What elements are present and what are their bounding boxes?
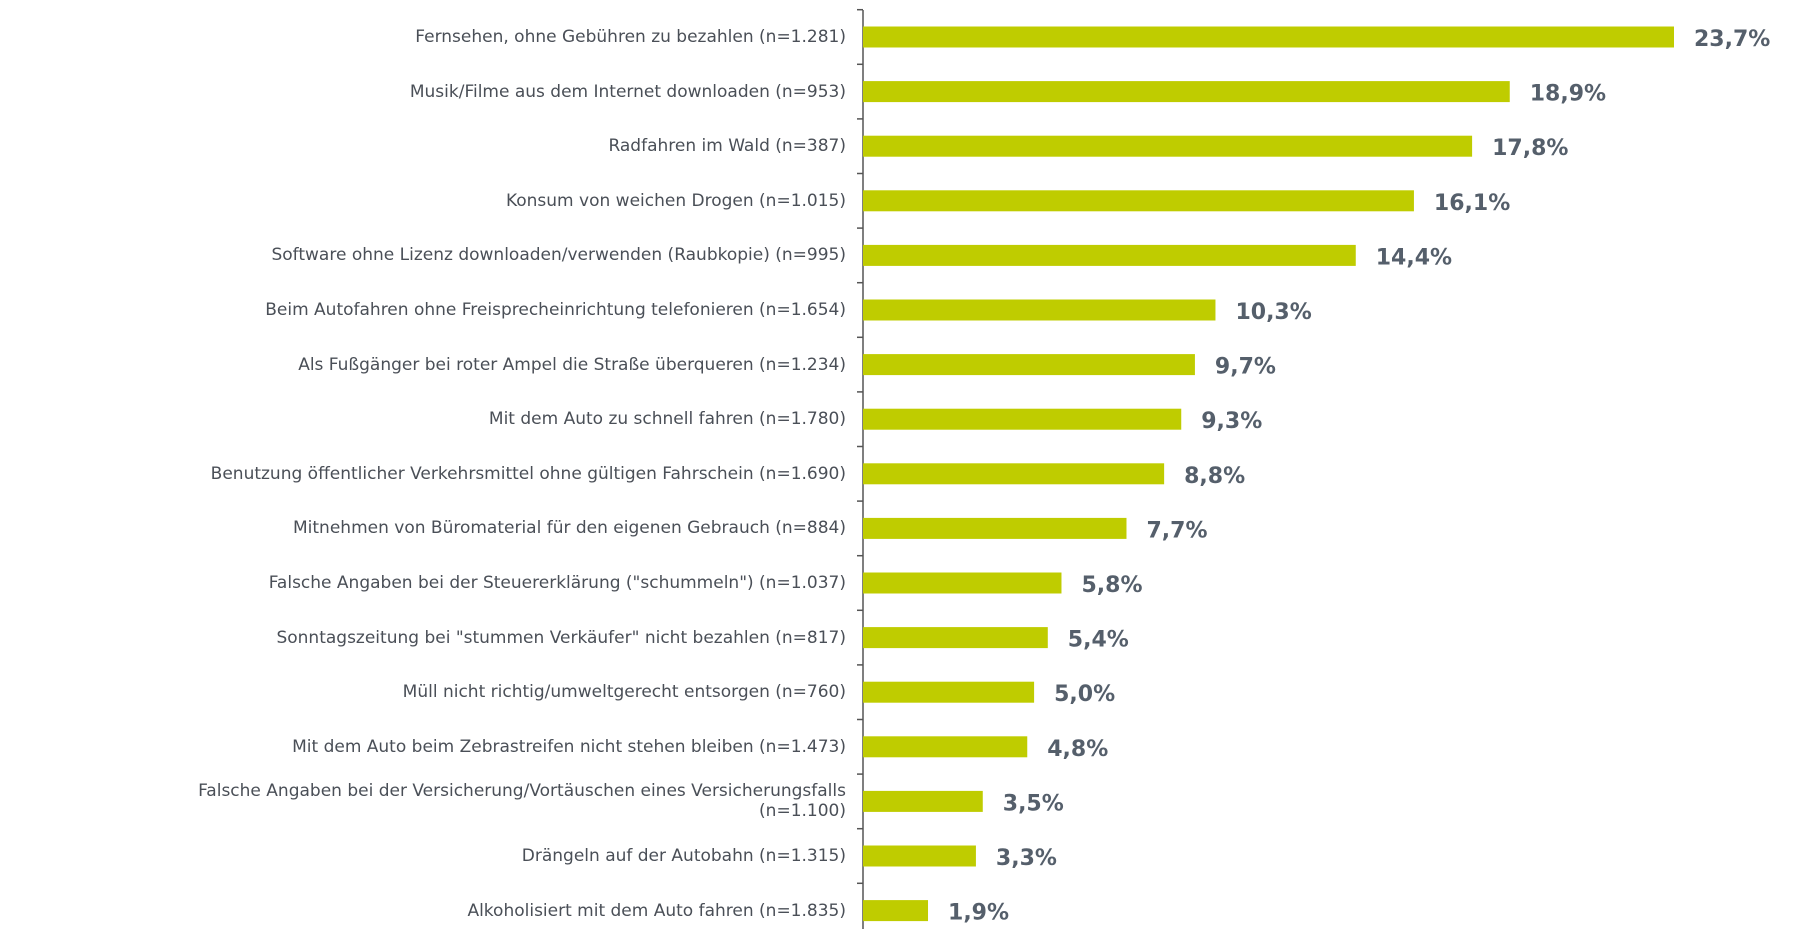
category-label: Radfahren im Wald (n=387) bbox=[0, 136, 846, 156]
bar bbox=[863, 190, 1414, 211]
bar bbox=[863, 900, 928, 921]
value-label: 7,7% bbox=[1146, 518, 1207, 543]
category-label: Als Fußgänger bei roter Ampel die Straße… bbox=[0, 355, 846, 375]
category-label: Müll nicht richtig/umweltgerecht entsorg… bbox=[0, 682, 846, 702]
bar bbox=[863, 518, 1126, 539]
bar bbox=[863, 27, 1674, 48]
category-label: Fernsehen, ohne Gebühren zu bezahlen (n=… bbox=[0, 27, 846, 47]
value-label: 14,4% bbox=[1376, 245, 1452, 270]
value-label: 10,3% bbox=[1235, 300, 1311, 325]
category-label: Software ohne Lizenz downloaden/verwende… bbox=[0, 245, 846, 265]
value-label: 17,8% bbox=[1492, 136, 1568, 161]
value-label: 1,9% bbox=[948, 901, 1009, 926]
value-label: 9,7% bbox=[1215, 355, 1276, 380]
bar bbox=[863, 627, 1048, 648]
category-label: Falsche Angaben bei der Steuererklärung … bbox=[0, 573, 846, 593]
category-label: Mit dem Auto beim Zebrastreifen nicht st… bbox=[0, 737, 846, 757]
page: 23,7% 18,9% 17,8% 16,1% 14,4% 10,3% 9,7% 9,3% 8,… bbox=[0, 0, 1800, 929]
bar bbox=[863, 81, 1510, 102]
category-label: Sonntagszeitung bei "stummen Verkäufer" … bbox=[0, 628, 846, 648]
value-label: 5,0% bbox=[1054, 682, 1115, 707]
bar bbox=[863, 846, 976, 867]
bar bbox=[863, 573, 1061, 594]
category-label: Falsche Angaben bei der Versicherung/Vor… bbox=[0, 781, 846, 821]
value-label: 18,9% bbox=[1530, 82, 1606, 107]
bar bbox=[863, 300, 1215, 321]
value-label: 16,1% bbox=[1434, 191, 1510, 216]
value-label: 8,8% bbox=[1184, 464, 1245, 489]
category-label: Musik/Filme aus dem Internet downloaden … bbox=[0, 82, 846, 102]
category-label: Mitnehmen von Büromaterial für den eigen… bbox=[0, 518, 846, 538]
value-label: 9,3% bbox=[1201, 409, 1262, 434]
category-label: Alkoholisiert mit dem Auto fahren (n=1.8… bbox=[0, 901, 846, 921]
bar bbox=[863, 245, 1356, 266]
category-label: Benutzung öffentlicher Verkehrsmittel oh… bbox=[0, 464, 846, 484]
bar bbox=[863, 463, 1164, 484]
bar bbox=[863, 354, 1195, 375]
value-label: 4,8% bbox=[1047, 737, 1108, 762]
value-label: 5,8% bbox=[1081, 573, 1142, 598]
bar bbox=[863, 682, 1034, 703]
bar bbox=[863, 136, 1472, 157]
category-label: Drängeln auf der Autobahn (n=1.315) bbox=[0, 846, 846, 866]
value-label: 23,7% bbox=[1694, 27, 1770, 52]
category-label: Beim Autofahren ohne Freisprecheinrichtu… bbox=[0, 300, 846, 320]
value-label: 5,4% bbox=[1068, 628, 1129, 653]
bar bbox=[863, 791, 983, 812]
value-label: 3,5% bbox=[1003, 791, 1064, 816]
value-label: 3,3% bbox=[996, 846, 1057, 871]
category-label: Konsum von weichen Drogen (n=1.015) bbox=[0, 191, 846, 211]
category-label: Mit dem Auto zu schnell fahren (n=1.780) bbox=[0, 409, 846, 429]
bar bbox=[863, 736, 1027, 757]
bar bbox=[863, 409, 1181, 430]
